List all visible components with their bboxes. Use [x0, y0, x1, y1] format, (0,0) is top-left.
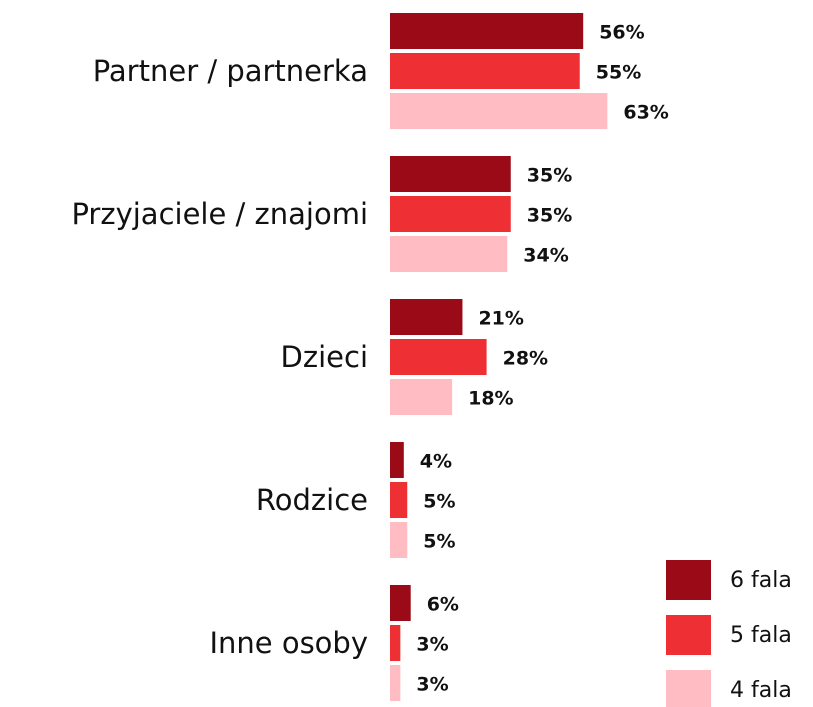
value-label: 6%	[427, 594, 459, 616]
value-label: 55%	[596, 62, 641, 84]
bar	[390, 53, 580, 89]
value-label: 5%	[423, 491, 455, 513]
legend-swatch	[666, 615, 711, 655]
value-label: 5%	[423, 531, 455, 553]
bar	[390, 522, 408, 558]
legend-label: 4 fala	[730, 678, 792, 703]
value-label: 35%	[527, 205, 572, 227]
value-label: 34%	[523, 245, 568, 267]
bar	[390, 379, 453, 415]
value-label: 28%	[503, 348, 548, 370]
value-label: 56%	[599, 22, 644, 44]
value-label: 18%	[468, 388, 513, 410]
bar	[390, 665, 401, 701]
value-label: 35%	[527, 165, 572, 187]
category-label: Inne osoby	[209, 626, 368, 660]
value-label: 3%	[416, 634, 448, 656]
category-label: Rodzice	[256, 483, 368, 517]
category-label: Partner / partnerka	[93, 54, 368, 88]
category-label: Dzieci	[281, 340, 368, 374]
legend-swatch	[666, 670, 711, 707]
bar	[390, 482, 408, 518]
bar	[390, 13, 584, 49]
category-label: Przyjaciele / znajomi	[71, 197, 368, 231]
legend-label: 5 fala	[730, 623, 792, 648]
bar	[390, 442, 404, 478]
bar	[390, 236, 508, 272]
legend-label: 6 fala	[730, 568, 792, 593]
bar	[390, 299, 463, 335]
value-label: 4%	[420, 451, 452, 473]
legend-swatch	[666, 560, 711, 600]
bar	[390, 156, 511, 192]
bar	[390, 196, 511, 232]
bar	[390, 339, 487, 375]
value-label: 21%	[478, 308, 523, 330]
bar	[390, 625, 401, 661]
bar	[390, 585, 411, 621]
bar	[390, 93, 608, 129]
value-label: 3%	[416, 674, 448, 696]
value-label: 63%	[623, 102, 668, 124]
